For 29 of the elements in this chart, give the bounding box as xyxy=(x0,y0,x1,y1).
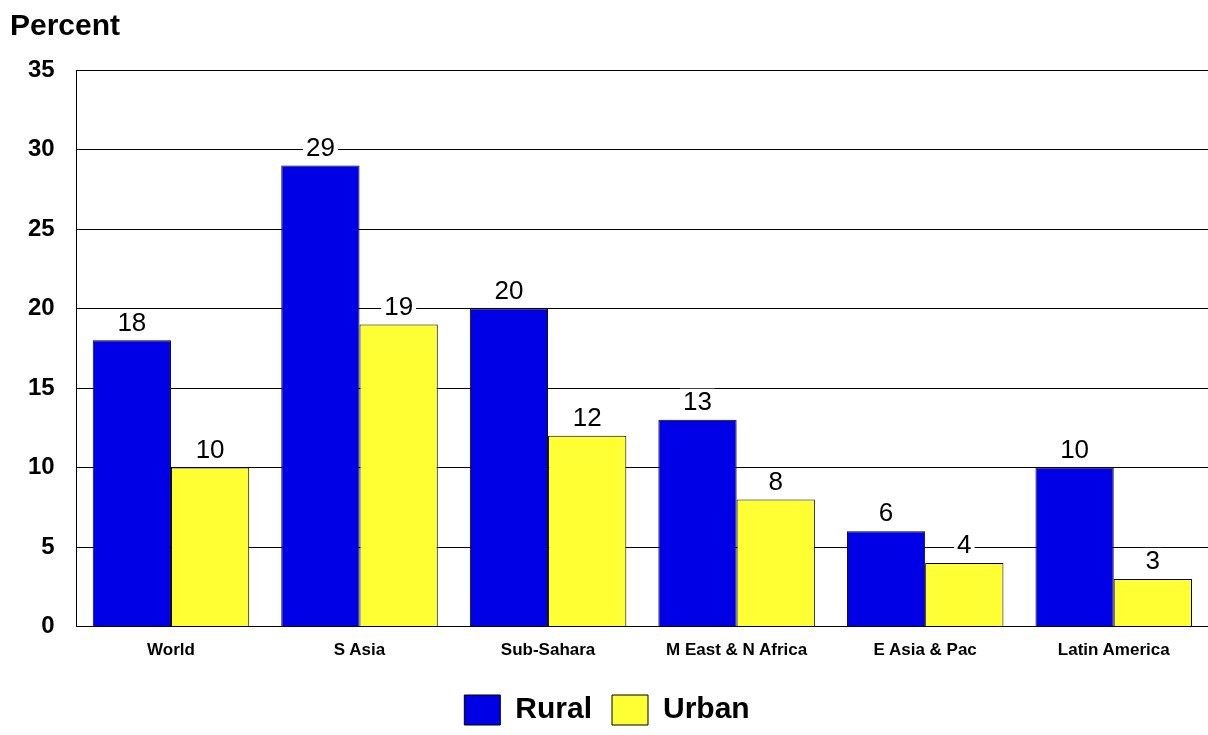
x-tick-label: Latin America xyxy=(1057,640,1171,660)
data-label: 3 xyxy=(1145,545,1161,576)
data-label: 13 xyxy=(683,386,712,417)
data-label: 29 xyxy=(305,131,335,162)
y-tick-label: 0 xyxy=(41,611,55,639)
x-tick-label: Sub-Sahara xyxy=(500,640,596,660)
y-axis-title: Percent xyxy=(10,8,121,42)
data-label: 19 xyxy=(384,290,414,321)
y-tick-label: 5 xyxy=(41,531,55,559)
data-label: 8 xyxy=(768,465,783,496)
y-tick-label: 30 xyxy=(27,134,55,162)
y-tick-label: 10 xyxy=(27,452,55,480)
x-tick-label: E Asia & Pac xyxy=(873,640,977,660)
data-label: 10 xyxy=(195,433,225,464)
y-tick-label: 20 xyxy=(27,293,55,321)
data-label: 12 xyxy=(572,401,602,432)
legend-label: Urban xyxy=(663,691,750,725)
y-tick-label: 25 xyxy=(27,213,55,241)
data-label: 4 xyxy=(957,529,972,560)
x-tick-label: S Asia xyxy=(333,640,386,660)
y-tick-label: 15 xyxy=(27,372,55,400)
x-tick-label: M East & N Africa xyxy=(666,640,808,660)
x-tick-label: World xyxy=(147,640,195,660)
data-label: 6 xyxy=(878,497,894,528)
data-label: 20 xyxy=(494,274,524,305)
y-tick-label: 35 xyxy=(27,54,55,82)
legend-label: Rural xyxy=(515,691,593,725)
data-label: 10 xyxy=(1060,433,1090,464)
data-label: 18 xyxy=(117,306,147,337)
